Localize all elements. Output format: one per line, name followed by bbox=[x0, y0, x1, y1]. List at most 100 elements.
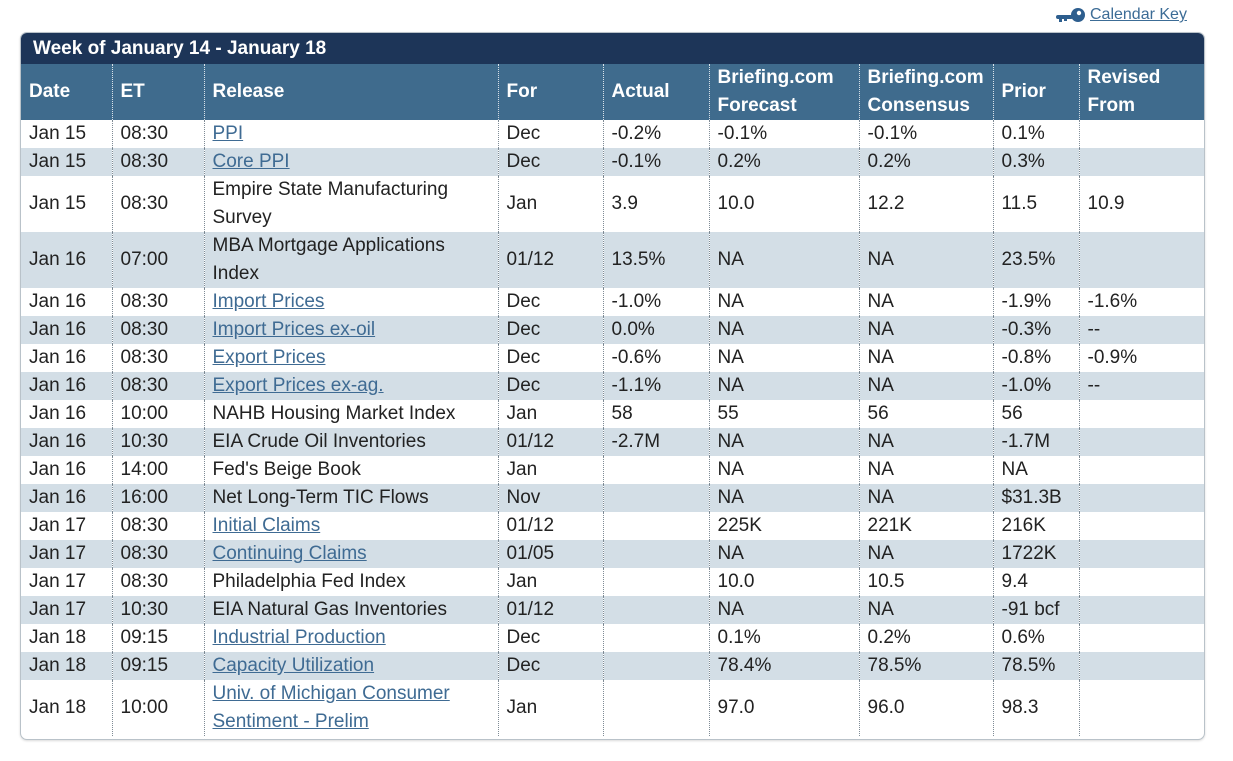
cell-forecast: 78.4% bbox=[708, 652, 859, 680]
cell-for: Dec bbox=[497, 624, 603, 652]
cell-release: Fed's Beige Book bbox=[203, 456, 498, 484]
cell-release: Empire State Manufacturing Survey bbox=[203, 176, 498, 232]
cell-consensus: 0.2% bbox=[858, 148, 993, 176]
cell-date: Jan 18 bbox=[21, 652, 112, 680]
cell-date: Jan 16 bbox=[29, 291, 87, 312]
table-row: Jan 17 08:30 Continuing Claims 01/05 NA NA 172… bbox=[21, 540, 1204, 568]
cell-actual: -0.1% bbox=[602, 148, 709, 176]
cell-for: Dec bbox=[497, 316, 603, 344]
cell-revised bbox=[1078, 232, 1204, 288]
cell-consensus: NA bbox=[858, 232, 993, 288]
cell-date: Jan 18 bbox=[29, 697, 87, 718]
table-row: Jan 16 08:30 Import Prices Dec -1.0% NA NA -1.9… bbox=[21, 288, 1204, 316]
release-link[interactable]: Export Prices bbox=[212, 347, 326, 368]
release-link[interactable]: Initial Claims bbox=[212, 515, 321, 536]
cell-revised bbox=[1078, 540, 1204, 568]
cell-et: 08:30 bbox=[111, 120, 204, 148]
release-link[interactable]: Continuing Claims bbox=[212, 543, 367, 564]
release-link[interactable]: Import Prices bbox=[212, 291, 325, 312]
calendar-key-label[interactable]: Calendar Key bbox=[1090, 6, 1187, 23]
cell-et: 08:30 bbox=[111, 316, 204, 344]
cell-release: Philadelphia Fed Index bbox=[203, 568, 498, 596]
cell-prior: 1722K bbox=[992, 540, 1079, 568]
cell-forecast: 225K bbox=[708, 512, 859, 540]
cell-consensus: NA bbox=[858, 344, 993, 372]
col-header-consensus: Briefing.com Consensus bbox=[858, 64, 993, 120]
cell-consensus: 0.2% bbox=[858, 624, 993, 652]
table-row: Jan 18 10:00 Univ. of Michigan Consumer Se… bbox=[21, 680, 1204, 736]
cell-forecast: 0.1% bbox=[708, 624, 859, 652]
cell-for: Jan bbox=[497, 400, 603, 428]
col-header-revised: Revised From bbox=[1078, 64, 1204, 120]
cell-for: 01/12 bbox=[497, 512, 603, 540]
release-link[interactable]: Import Prices ex-oil bbox=[212, 319, 376, 340]
cell-et: 08:30 bbox=[111, 372, 204, 400]
table-row: Jan 16 08:30 Export Prices ex-ag. Dec -1.1% N… bbox=[21, 372, 1204, 400]
release-link[interactable]: PPI bbox=[212, 123, 244, 144]
table-row: Jan 16 10:00 NAHB Housing Market Index Jan 5… bbox=[21, 400, 1204, 428]
cell-actual: 58 bbox=[602, 400, 709, 428]
cell-forecast: NA bbox=[708, 316, 859, 344]
cell-consensus: 56 bbox=[858, 400, 993, 428]
cell-actual: -1.1% bbox=[602, 372, 709, 400]
cell-actual bbox=[602, 596, 709, 624]
table-row: Jan 16 08:30 Import Prices ex-oil Dec 0.0% NA… bbox=[21, 316, 1204, 344]
table-row: Jan 18 09:15 Industrial Production Dec 0.1% 0… bbox=[21, 624, 1204, 652]
release-link[interactable]: Export Prices ex-ag. bbox=[212, 375, 384, 396]
cell-revised: 10.9 bbox=[1078, 176, 1204, 232]
cell-forecast: NA bbox=[708, 540, 859, 568]
cell-prior: NA bbox=[992, 456, 1079, 484]
cell-forecast: 0.2% bbox=[708, 148, 859, 176]
cell-revised bbox=[1078, 400, 1204, 428]
cell-forecast: 97.0 bbox=[708, 680, 859, 736]
cell-et: 16:00 bbox=[111, 484, 204, 512]
cell-forecast: NA bbox=[708, 372, 859, 400]
cell-date: Jan 16 bbox=[21, 316, 112, 344]
cell-actual bbox=[602, 456, 709, 484]
cell-consensus: -0.1% bbox=[858, 120, 993, 148]
cell-for: 01/05 bbox=[497, 540, 603, 568]
cell-release: NAHB Housing Market Index bbox=[203, 400, 498, 428]
cell-et: 09:15 bbox=[111, 652, 204, 680]
cell-date: Jan 15 bbox=[29, 193, 87, 214]
cell-actual: 0.0% bbox=[602, 316, 709, 344]
cell-prior: -1.0% bbox=[992, 372, 1079, 400]
table-row: Jan 16 07:00 MBA Mortgage Applications Ind… bbox=[21, 232, 1204, 288]
cell-date: Jan 16 bbox=[29, 403, 87, 424]
cell-for: 01/12 bbox=[497, 232, 603, 288]
release-link[interactable]: Core PPI bbox=[212, 151, 290, 172]
release-link[interactable]: Univ. of Michigan Consumer Sentiment - P… bbox=[212, 683, 450, 732]
release-link[interactable]: Industrial Production bbox=[212, 627, 386, 648]
col-header-date: Date bbox=[21, 64, 112, 120]
cell-revised: -1.6% bbox=[1078, 288, 1204, 316]
release-link[interactable]: Capacity Utilization bbox=[212, 655, 375, 676]
cell-consensus: 10.5 bbox=[858, 568, 993, 596]
cell-revised bbox=[1078, 512, 1204, 540]
cell-consensus: NA bbox=[858, 288, 993, 316]
cell-for: Dec bbox=[497, 288, 603, 316]
cell-date: Jan 17 bbox=[29, 515, 87, 536]
calendar-key-link[interactable]: Calendar Key bbox=[1054, 4, 1187, 26]
cell-for: Jan bbox=[497, 568, 603, 596]
cell-forecast: NA bbox=[708, 596, 859, 624]
cell-prior: 0.1% bbox=[992, 120, 1079, 148]
cell-prior: $31.3B bbox=[992, 484, 1079, 512]
cell-prior: 216K bbox=[992, 512, 1079, 540]
cell-et: 08:30 bbox=[111, 568, 204, 596]
cell-et: 08:30 bbox=[111, 176, 204, 232]
cell-forecast: NA bbox=[708, 456, 859, 484]
col-header-actual: Actual bbox=[602, 64, 709, 120]
cell-actual: -0.6% bbox=[602, 344, 709, 372]
cell-prior: 0.3% bbox=[992, 148, 1079, 176]
cell-release: Initial Claims bbox=[203, 512, 498, 540]
cell-release: Import Prices ex-oil bbox=[203, 316, 498, 344]
cell-date: Jan 17 bbox=[29, 571, 87, 592]
col-header-for: For bbox=[497, 64, 603, 120]
cell-date: Jan 16 bbox=[21, 428, 112, 456]
cell-revised: -- bbox=[1078, 372, 1204, 400]
cell-consensus: NA bbox=[858, 316, 993, 344]
cell-date: Jan 17 bbox=[21, 540, 112, 568]
col-header-et: ET bbox=[111, 64, 204, 120]
header-row: Date ET Release For Actual Briefing.com … bbox=[21, 64, 1204, 120]
cell-revised bbox=[1078, 680, 1204, 736]
